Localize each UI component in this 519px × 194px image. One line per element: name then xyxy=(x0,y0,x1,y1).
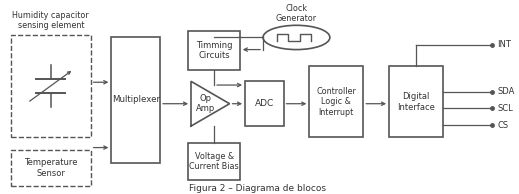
FancyBboxPatch shape xyxy=(188,31,240,70)
FancyBboxPatch shape xyxy=(188,143,240,180)
FancyBboxPatch shape xyxy=(111,36,160,163)
Text: Controller
Logic &
Interrupt: Controller Logic & Interrupt xyxy=(317,87,356,117)
Text: INT: INT xyxy=(497,40,511,49)
Text: Multiplexer: Multiplexer xyxy=(112,95,160,105)
Text: SCL: SCL xyxy=(497,104,513,113)
Text: Figura 2 – Diagrama de blocos: Figura 2 – Diagrama de blocos xyxy=(189,184,326,193)
Text: Op
Amp: Op Amp xyxy=(196,94,215,113)
Text: Temperature
Sensor: Temperature Sensor xyxy=(24,158,77,178)
Text: Digital
Interface: Digital Interface xyxy=(397,92,435,112)
Text: CS: CS xyxy=(497,121,508,130)
Text: SDA: SDA xyxy=(497,87,514,96)
Text: Clock
Generator: Clock Generator xyxy=(276,4,317,23)
Text: Voltage &
Current Bias: Voltage & Current Bias xyxy=(189,152,239,171)
FancyBboxPatch shape xyxy=(389,66,443,137)
FancyBboxPatch shape xyxy=(309,66,363,137)
FancyBboxPatch shape xyxy=(11,35,91,137)
Text: Timming
Circuits: Timming Circuits xyxy=(196,41,233,60)
Text: Humidity capacitor
sensing element: Humidity capacitor sensing element xyxy=(12,11,89,30)
FancyBboxPatch shape xyxy=(11,150,91,186)
Text: ADC: ADC xyxy=(255,99,274,108)
FancyBboxPatch shape xyxy=(245,81,283,126)
